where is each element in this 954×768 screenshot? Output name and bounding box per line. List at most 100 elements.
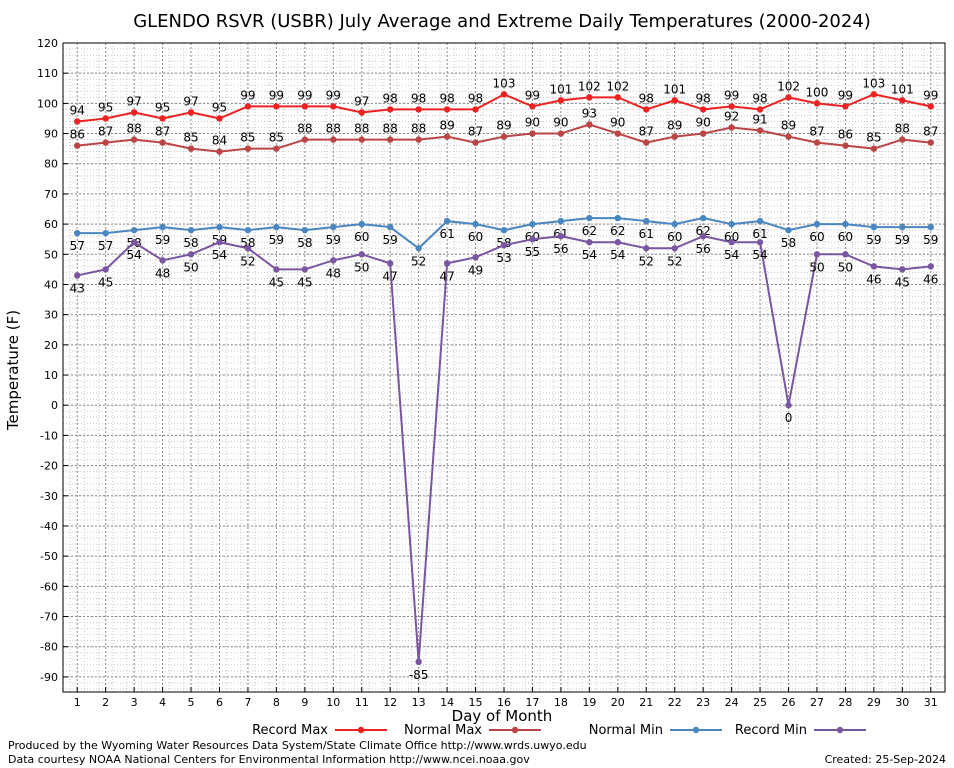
data-point <box>443 217 451 225</box>
data-label: 52 <box>240 254 255 268</box>
data-point <box>785 133 792 140</box>
data-point <box>756 106 764 113</box>
series-normal-min: 5757585958595859585960595261605860616262… <box>70 214 938 268</box>
x-tick-label: 18 <box>554 696 568 709</box>
chart-title: GLENDO RSVR (USBR) July Average and Extr… <box>133 11 871 32</box>
data-label: 61 <box>639 227 654 241</box>
data-label: 97 <box>126 94 141 108</box>
data-label: 99 <box>269 88 284 102</box>
data-point <box>415 245 422 252</box>
data-point <box>358 220 365 228</box>
data-point <box>415 658 422 666</box>
x-tick-label: 6 <box>216 696 223 709</box>
data-label: 88 <box>354 122 369 136</box>
y-tick-label: -60 <box>40 580 58 593</box>
data-point <box>728 124 735 131</box>
y-tick-label: -20 <box>40 460 58 473</box>
data-label: 59 <box>326 233 341 247</box>
data-label: 60 <box>354 230 369 244</box>
data-point <box>443 260 451 267</box>
data-label: 60 <box>838 230 853 244</box>
data-label: 102 <box>777 79 800 93</box>
data-point <box>500 91 508 98</box>
data-label: 95 <box>98 100 113 114</box>
data-label: 87 <box>155 125 170 139</box>
y-tick-label: 120 <box>37 37 58 50</box>
data-point <box>273 223 280 231</box>
footer-produced-by: Produced by the Wyoming Water Resources … <box>8 739 587 752</box>
x-tick-label: 11 <box>355 696 369 709</box>
data-label: 99 <box>838 88 853 102</box>
data-point <box>529 220 536 228</box>
data-point <box>557 97 565 104</box>
footer-courtesy: Data courtesy NOAA National Centers for … <box>8 753 530 766</box>
data-point <box>842 220 849 228</box>
x-tick-label: 13 <box>412 696 426 709</box>
data-point <box>472 220 479 228</box>
data-point <box>927 223 934 231</box>
data-label: 54 <box>582 248 597 262</box>
data-label: 45 <box>269 275 284 289</box>
data-point <box>899 136 906 143</box>
data-label: 103 <box>493 76 516 90</box>
data-point <box>785 226 792 234</box>
data-label: 56 <box>696 242 711 256</box>
x-tick-label: 30 <box>895 696 909 709</box>
data-label: 60 <box>809 230 824 244</box>
data-point <box>472 254 479 261</box>
data-point <box>500 242 508 249</box>
data-point <box>870 263 878 270</box>
y-tick-label: 10 <box>44 369 58 382</box>
data-label: 50 <box>183 260 198 274</box>
data-point <box>671 220 678 228</box>
data-point <box>386 223 394 231</box>
data-label: 97 <box>354 94 369 108</box>
data-label: 88 <box>411 122 426 136</box>
data-point <box>870 91 878 98</box>
data-point <box>415 106 422 113</box>
y-tick-label: -50 <box>40 550 58 563</box>
data-label: 95 <box>212 100 227 114</box>
data-label: 98 <box>383 91 398 105</box>
data-point <box>699 106 707 113</box>
x-tick-label: 7 <box>244 696 251 709</box>
data-label: 54 <box>610 248 625 262</box>
data-point <box>614 94 622 101</box>
data-label: 95 <box>155 100 170 114</box>
y-tick-label: -30 <box>40 490 58 503</box>
data-label: 88 <box>297 122 312 136</box>
data-label: 62 <box>696 224 711 238</box>
x-tick-label: 10 <box>326 696 340 709</box>
data-point <box>899 97 906 104</box>
data-label: 99 <box>525 88 540 102</box>
series-layer: 94 95 97 95 97 95 99 99 99 99 97 98 98 98 98 103 99 101 10… <box>70 76 939 681</box>
x-tick-label: 26 <box>782 696 796 709</box>
data-label: 60 <box>667 230 682 244</box>
data-label: 88 <box>326 122 341 136</box>
data-label: 98 <box>468 91 483 105</box>
data-label: 45 <box>895 275 910 289</box>
data-point <box>472 106 479 113</box>
data-point <box>785 402 792 409</box>
footer-created-date: Created: 25-Sep-2024 <box>825 753 946 766</box>
data-label: 99 <box>297 88 312 102</box>
data-label: 49 <box>468 263 483 277</box>
data-label: 88 <box>126 122 141 136</box>
data-point <box>74 118 81 125</box>
data-label: 101 <box>549 82 572 96</box>
data-point <box>699 214 707 222</box>
data-label: 98 <box>639 91 654 105</box>
series-normal-max: 86 87 88 87 85 84 85 85 88 88 88 88 88 89 87 89 90 90 93 90… <box>70 107 938 155</box>
data-label: 88 <box>895 122 910 136</box>
y-tick-label: 100 <box>37 97 58 110</box>
data-point <box>74 229 81 237</box>
data-label: 50 <box>354 260 369 274</box>
series-record-min: 43 45 54 48 50 54 52 45 45 48 50 47 -85 47 49 53 55 56 54 5… <box>70 232 938 682</box>
legend-marker <box>692 726 700 734</box>
data-point <box>386 106 394 113</box>
data-point <box>842 251 849 258</box>
y-tick-label: 20 <box>44 339 58 352</box>
data-point <box>358 251 365 258</box>
data-point <box>927 103 934 110</box>
